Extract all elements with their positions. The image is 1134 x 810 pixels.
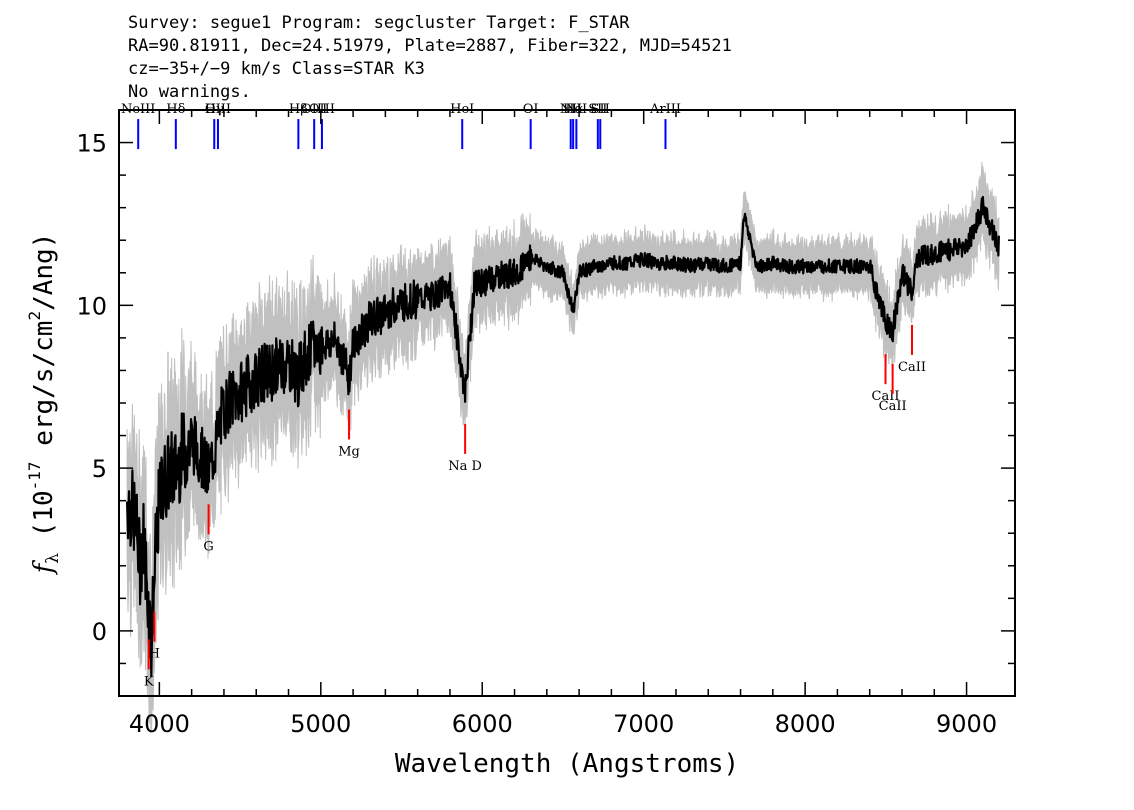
- absorption-line-label: Mg: [338, 445, 360, 460]
- header-warnings-line: No warnings.: [128, 82, 251, 102]
- spectrum-header: Survey: segue1 Program: segcluster Targe…: [128, 12, 732, 104]
- x-tick-label: 8000: [775, 710, 836, 738]
- x-axis-label: Wavelength (Angstroms): [395, 749, 739, 779]
- y-axis-label: fλ (10-17 erg/s/cm2/Ang): [25, 233, 63, 576]
- axis-ticks: 4000 5000 6000 7000 8000 9000 0 5 10 15: [76, 109, 1015, 738]
- absorption-line-label: CaII: [879, 399, 907, 414]
- header-coordinates-line: RA=90.81911, Dec=24.51979, Plate=2887, F…: [128, 36, 732, 56]
- absorption-line-label: G: [203, 539, 213, 554]
- y-tick-label: 15: [76, 130, 107, 158]
- flux-line: [126, 195, 1000, 678]
- absorption-line-label: K: [144, 674, 154, 689]
- x-tick-label: 5000: [290, 710, 351, 738]
- y-tick-label: 10: [76, 292, 107, 320]
- header-survey-line: Survey: segue1 Program: segcluster Targe…: [128, 13, 630, 33]
- flux-error-band-layer: [126, 161, 1000, 734]
- header-redshift-class-line: cz=−35+/−9 km/s Class=STAR K3: [128, 59, 425, 79]
- absorption-line-label: Na D: [448, 459, 482, 474]
- x-tick-label: 6000: [452, 710, 513, 738]
- absorption-line-label: H: [149, 647, 160, 662]
- y-tick-label: 0: [92, 618, 107, 646]
- y-tick-label: 5: [92, 455, 107, 483]
- x-tick-label: 4000: [129, 710, 190, 738]
- x-tick-label: 7000: [613, 710, 674, 738]
- flux-error-band: [126, 161, 1000, 734]
- absorption-line-label: CaII: [898, 360, 926, 375]
- x-tick-label: 9000: [936, 710, 997, 738]
- flux-line-layer: [126, 195, 1000, 678]
